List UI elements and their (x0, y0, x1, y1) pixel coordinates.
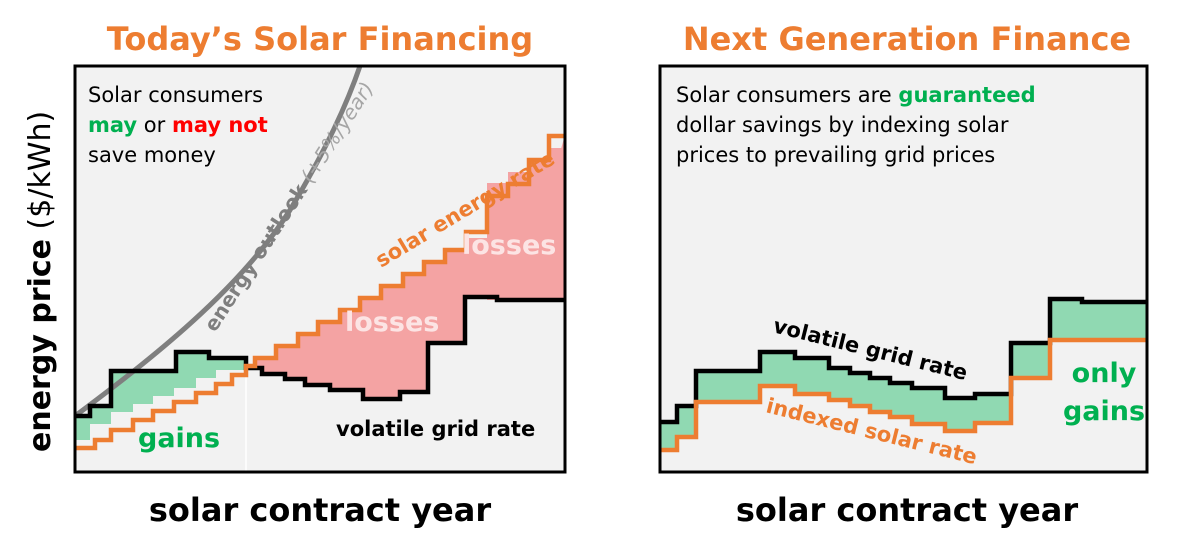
right-grid-rate-line (660, 296, 1147, 425)
right-note-line3: prices to prevailing grid prices (676, 143, 995, 167)
only-gains-label-line1: only (1072, 358, 1137, 389)
losses-label-lower: losses (345, 307, 439, 338)
y-axis-label-unit: ($/kWh) (23, 111, 58, 230)
losses-label-upper: losses (462, 230, 556, 261)
left-solar-rate-line (75, 133, 565, 451)
left-note-line1: Solar consumers (88, 83, 263, 107)
y-axis-label: energy price ($/kWh) (23, 111, 58, 452)
right-panel-title: Next Generation Finance (683, 20, 1131, 58)
right-note-guaranteed: guaranteed (898, 83, 1035, 107)
right-indexed-rate-line (660, 337, 1147, 453)
left-plot-frame (73, 64, 567, 474)
y-axis-label-main: energy price (23, 239, 58, 452)
left-grid-rate-line (75, 294, 565, 419)
left-x-axis-label: solar contract year (149, 491, 491, 529)
right-note-pre: Solar consumers are (676, 83, 898, 107)
energy-outlook-curve (73, 65, 363, 419)
left-losses-area (255, 135, 565, 400)
left-note-line3: save money (88, 143, 216, 167)
right-note-line1: Solar consumers are guaranteed (676, 83, 1036, 107)
right-x-axis-label: solar contract year (736, 491, 1078, 529)
left-note-may: may (88, 113, 137, 137)
left-note-line2: may or may not (88, 113, 268, 137)
right-plot-frame (658, 64, 1149, 474)
left-panel-title: Today’s Solar Financing (107, 20, 533, 58)
left-note-may-not: may not (172, 113, 268, 137)
gains-label: gains (138, 423, 220, 454)
only-gains-label-line2: gains (1063, 396, 1145, 427)
right-note-line2: dollar savings by indexing solar (676, 113, 1009, 137)
left-grid-rate-label: volatile grid rate (336, 417, 535, 441)
left-gains-area (75, 352, 244, 440)
left-note-or: or (137, 113, 172, 137)
